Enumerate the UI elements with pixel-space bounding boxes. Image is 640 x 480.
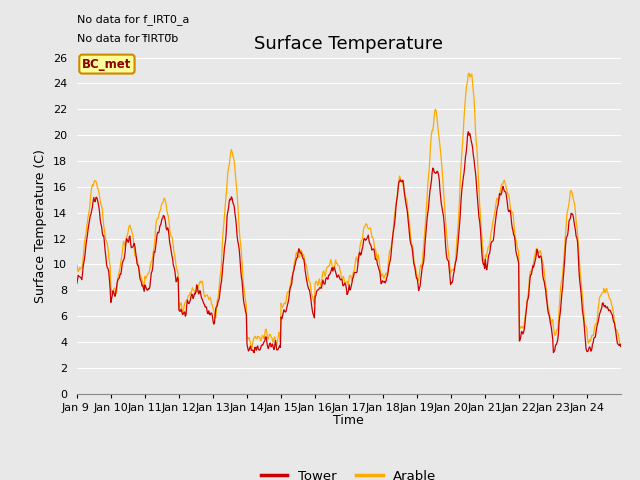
Text: BC_met: BC_met <box>82 58 132 71</box>
Text: No data for f̅IRT0̅b: No data for f̅IRT0̅b <box>77 34 178 44</box>
Legend: Tower, Arable: Tower, Arable <box>256 464 442 480</box>
Text: No data for f_IRT0_a: No data for f_IRT0_a <box>77 14 189 25</box>
X-axis label: Time: Time <box>333 414 364 427</box>
Y-axis label: Surface Temperature (C): Surface Temperature (C) <box>35 149 47 302</box>
Title: Surface Temperature: Surface Temperature <box>254 35 444 53</box>
